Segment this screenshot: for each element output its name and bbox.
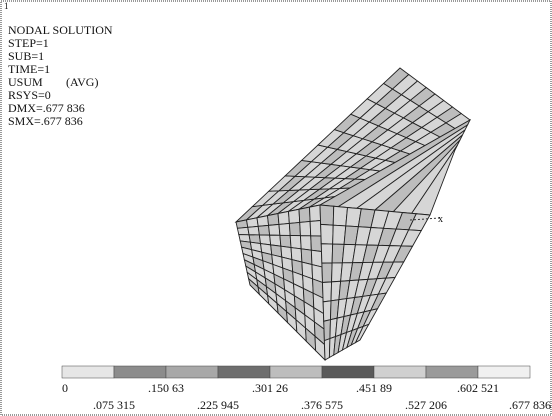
info-line: SUB=1 [8,49,44,63]
legend-band [218,366,270,378]
mesh-element [333,206,347,226]
info-line: SMX=.677 836 [8,114,83,128]
legend-label: .150 63 [148,381,184,395]
mesh-element [321,244,332,263]
legend-band [426,366,478,378]
legend-label: 0 [62,381,68,395]
mesh-element [311,236,322,252]
mesh-element [324,320,331,341]
legend-band [114,366,166,378]
mesh-element [320,205,334,225]
legend-band [374,366,426,378]
mesh-element [290,235,301,248]
legend-label: .451 89 [356,381,392,395]
legend-band [62,366,114,378]
mesh-element [269,224,280,235]
legend-label: .602 521 [457,381,499,395]
legend-band [478,366,530,378]
average: (AVG) [66,75,98,89]
mesh-element [289,209,300,223]
info-line: TIME=1 [8,62,50,76]
mesh-element [321,224,334,244]
mesh-element [268,214,279,226]
legend-label: .075 315 [93,398,135,412]
mesh-element [258,225,269,235]
legend-label: .677 836 [509,398,551,412]
info-line: STEP=1 [8,36,49,50]
info-line: DMX=.677 836 [8,101,85,115]
legend-band [166,366,218,378]
mesh-element [248,226,260,235]
mesh-element [323,301,331,321]
mesh-element [310,205,321,221]
legend-label: .527 206 [405,398,447,412]
mesh-element [323,282,332,302]
mesh-element [299,207,310,222]
mesh-element [300,236,311,251]
legend-label: .225 945 [197,398,239,412]
legend-label: .301 26 [252,381,288,395]
mesh-element [237,227,249,234]
legend-band [270,366,322,378]
mesh-element [278,211,289,224]
mesh-element [257,216,269,227]
mesh-element [247,218,259,228]
mesh-element [279,223,290,235]
mesh-element [322,263,332,283]
mesh-element [300,221,311,235]
mesh-element [333,225,346,244]
legend-band [322,366,374,378]
quantity: USUM [8,75,43,89]
title: NODAL SOLUTION [8,23,113,37]
window-number: 1 [4,1,9,11]
legend-label: .376 575 [301,398,343,412]
mesh-element [280,235,291,247]
axis-label: x [438,214,443,225]
ansys-window: 1 NODAL SOLUTION STEP=1 SUB=1 TIME=1 USU… [0,0,552,416]
mesh-element [310,221,321,237]
info-line: RSYS=0 [8,88,51,102]
mesh-element [289,222,300,235]
